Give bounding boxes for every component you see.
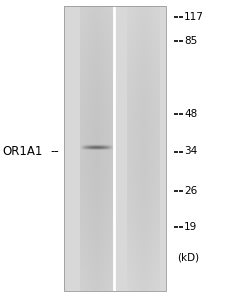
Text: 19: 19 bbox=[183, 221, 196, 232]
Text: 117: 117 bbox=[183, 11, 203, 22]
Bar bbox=[64, 6, 165, 291]
Text: --: -- bbox=[50, 145, 59, 158]
Text: 34: 34 bbox=[183, 146, 196, 157]
Text: 26: 26 bbox=[183, 185, 196, 196]
Bar bbox=[64, 6, 165, 291]
Text: (kD): (kD) bbox=[176, 253, 198, 263]
Text: 48: 48 bbox=[183, 109, 196, 119]
Text: 85: 85 bbox=[183, 35, 196, 46]
Text: OR1A1: OR1A1 bbox=[2, 145, 43, 158]
